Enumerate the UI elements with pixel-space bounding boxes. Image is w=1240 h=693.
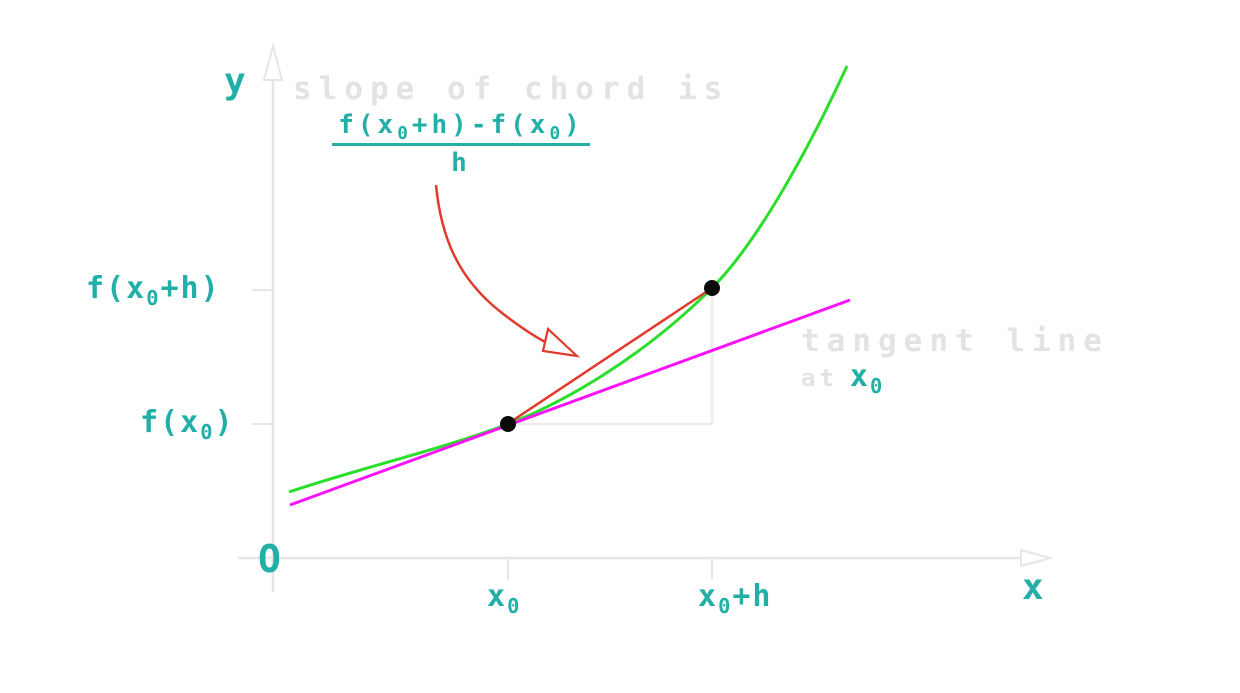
tangent-point-x0-label: x0 <box>849 359 885 398</box>
difference-quotient-formula: f(x0+h)-f(x0) h <box>322 112 600 176</box>
tangent-at-caption: at x0 <box>801 359 885 398</box>
x-value-x0-label: x0 <box>487 579 522 618</box>
point-x0h <box>704 280 720 296</box>
y-value-fx0-label: f(x0) <box>140 405 235 444</box>
y-value-fx0h-label: f(x0+h) <box>86 271 221 310</box>
slope-of-chord-caption: slope of chord is <box>293 71 730 107</box>
annotation-arrowhead-icon <box>541 326 581 358</box>
at-word: at <box>801 364 838 392</box>
tangent-line <box>289 298 851 507</box>
formula-numerator: f(x0+h)-f(x0) <box>332 112 590 146</box>
origin-label: O <box>258 537 281 581</box>
x-axis-arrowhead-icon <box>1020 548 1054 568</box>
function-curve <box>288 65 849 494</box>
formula-denominator: h <box>451 148 471 178</box>
point-x0 <box>500 416 516 432</box>
annotation-arrow-curve <box>434 184 554 348</box>
y-axis-label: y <box>224 61 246 102</box>
tangent-line-caption: tangent line <box>801 323 1109 359</box>
x-axis-label: x <box>1022 567 1044 608</box>
x-value-x0h-label: x0+h <box>698 579 773 618</box>
y-axis-arrowhead-icon <box>262 42 284 81</box>
chord-line <box>502 286 713 429</box>
